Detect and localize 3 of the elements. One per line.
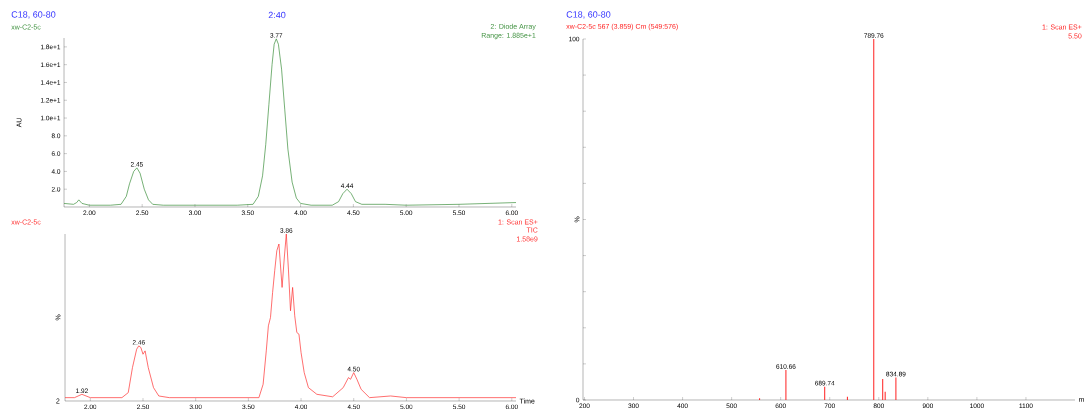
chart-title: C18, 60-80: [11, 11, 56, 19]
chart-title: C18, 60-80: [566, 11, 611, 19]
text: 2:40: [268, 11, 286, 19]
